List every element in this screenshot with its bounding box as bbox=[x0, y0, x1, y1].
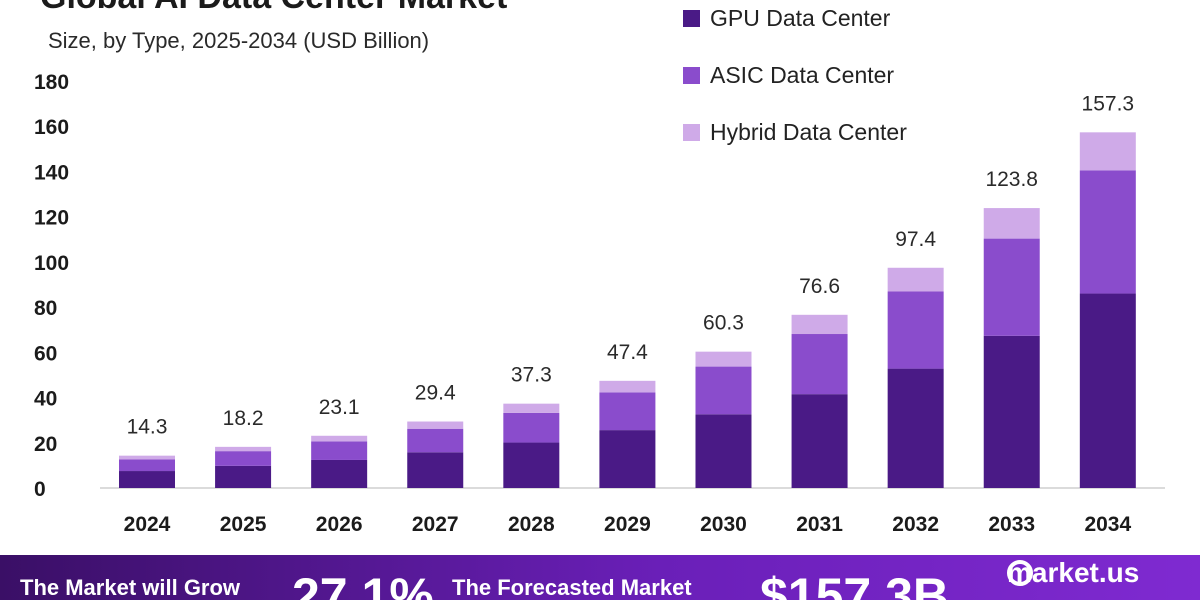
y-tick-label: 140 bbox=[34, 161, 69, 184]
data-label-total: 14.3 bbox=[127, 416, 168, 439]
bar-asic bbox=[887, 291, 944, 369]
bar-asic bbox=[791, 334, 848, 395]
bar-asic bbox=[695, 366, 752, 415]
bar-hybrid bbox=[887, 267, 944, 292]
bar-gpu bbox=[407, 452, 464, 488]
bar-asic bbox=[1079, 170, 1136, 294]
bar-gpu bbox=[983, 335, 1040, 488]
legend-label-hybrid: Hybrid Data Center bbox=[710, 118, 907, 145]
bar-gpu bbox=[791, 394, 848, 488]
legend-label-asic: ASIC Data Center bbox=[710, 61, 895, 88]
bar-hybrid bbox=[695, 351, 752, 367]
chart-title: Global AI Data Center Market bbox=[40, 0, 507, 17]
x-tick-label: 2031 bbox=[796, 513, 843, 536]
y-tick-label: 100 bbox=[34, 252, 69, 275]
y-tick-label: 80 bbox=[34, 297, 57, 320]
x-tick-label: 2032 bbox=[892, 513, 939, 536]
x-tick-label: 2033 bbox=[988, 513, 1035, 536]
chart-legend: GPU Data Center ASIC Data Center Hybrid … bbox=[683, 4, 907, 175]
y-tick-label: 120 bbox=[34, 207, 69, 230]
bar-hybrid bbox=[791, 314, 848, 335]
data-label-total: 97.4 bbox=[895, 228, 936, 251]
brand-name: market.us bbox=[1007, 557, 1140, 588]
bar-gpu bbox=[599, 430, 656, 488]
y-tick-label: 0 bbox=[34, 478, 46, 501]
data-label-total: 76.6 bbox=[799, 275, 840, 298]
legend-swatch-asic bbox=[683, 66, 700, 84]
data-label-total: 23.1 bbox=[319, 396, 360, 419]
data-label-total: 157.3 bbox=[1082, 92, 1135, 115]
bar-hybrid bbox=[119, 455, 175, 460]
bar-hybrid bbox=[503, 403, 560, 413]
legend-swatch-hybrid bbox=[683, 123, 700, 141]
bar-gpu bbox=[311, 459, 368, 488]
bar-hybrid bbox=[407, 421, 464, 429]
data-label-total: 37.3 bbox=[511, 364, 552, 387]
brand-logo-icon bbox=[1007, 560, 1033, 586]
footer-banner: The Market will Grow 27.1% The Forecaste… bbox=[0, 555, 1200, 600]
bar-hybrid bbox=[215, 446, 272, 452]
legend-item-asic: ASIC Data Center bbox=[683, 61, 907, 89]
bar-gpu bbox=[119, 471, 175, 488]
y-tick-label: 180 bbox=[34, 71, 69, 94]
bar-gpu bbox=[215, 465, 272, 488]
bar-asic bbox=[407, 428, 464, 453]
x-tick-label: 2034 bbox=[1084, 513, 1131, 536]
bar-asic bbox=[599, 392, 656, 431]
y-tick-label: 20 bbox=[34, 433, 57, 456]
data-label-total: 29.4 bbox=[415, 382, 456, 405]
chart-subtitle: Size, by Type, 2025-2034 (USD Billion) bbox=[48, 28, 430, 53]
bar-gpu bbox=[503, 442, 560, 488]
y-tick-label: 160 bbox=[34, 116, 69, 139]
footer-forecast-label: The Forecasted Market bbox=[452, 575, 692, 600]
bar-gpu bbox=[695, 414, 752, 488]
x-tick-label: 2029 bbox=[604, 513, 651, 536]
legend-item-gpu: GPU Data Center bbox=[683, 4, 907, 32]
bar-asic bbox=[503, 412, 560, 443]
x-tick-label: 2025 bbox=[220, 513, 267, 536]
footer-growth-label: The Market will Grow bbox=[20, 575, 241, 600]
x-tick-label: 2030 bbox=[700, 513, 747, 536]
bar-hybrid bbox=[1079, 132, 1136, 171]
data-label-total: 18.2 bbox=[223, 407, 264, 430]
x-tick-label: 2028 bbox=[508, 513, 555, 536]
bar-hybrid bbox=[599, 380, 656, 393]
bar-asic bbox=[215, 451, 272, 466]
footer-forecast-value: $157.3B bbox=[760, 568, 950, 600]
data-label-total: 60.3 bbox=[703, 312, 744, 335]
x-tick-label: 2024 bbox=[124, 513, 171, 536]
legend-item-hybrid: Hybrid Data Center bbox=[683, 118, 907, 146]
bar-gpu bbox=[1079, 293, 1136, 488]
bar-asic bbox=[119, 459, 175, 472]
y-tick-label: 60 bbox=[34, 342, 57, 365]
bar-asic bbox=[983, 238, 1040, 336]
legend-label-gpu: GPU Data Center bbox=[710, 4, 891, 31]
footer-growth-value: 27.1% bbox=[292, 568, 434, 600]
bar-hybrid bbox=[311, 435, 368, 442]
stacked-bar-chart: 0 20 40 60 80 100 120 140 160 180 14.3 2024 18.2 2025… bbox=[34, 71, 1165, 536]
x-tick-label: 2026 bbox=[316, 513, 363, 536]
data-label-total: 123.8 bbox=[985, 168, 1038, 191]
bar-hybrid bbox=[983, 208, 1040, 239]
bar-gpu bbox=[887, 368, 944, 488]
bar-asic bbox=[311, 441, 368, 460]
x-tick-label: 2027 bbox=[412, 513, 459, 536]
data-label-total: 47.4 bbox=[607, 341, 648, 364]
legend-swatch-gpu bbox=[683, 9, 700, 27]
y-tick-label: 40 bbox=[34, 388, 57, 411]
